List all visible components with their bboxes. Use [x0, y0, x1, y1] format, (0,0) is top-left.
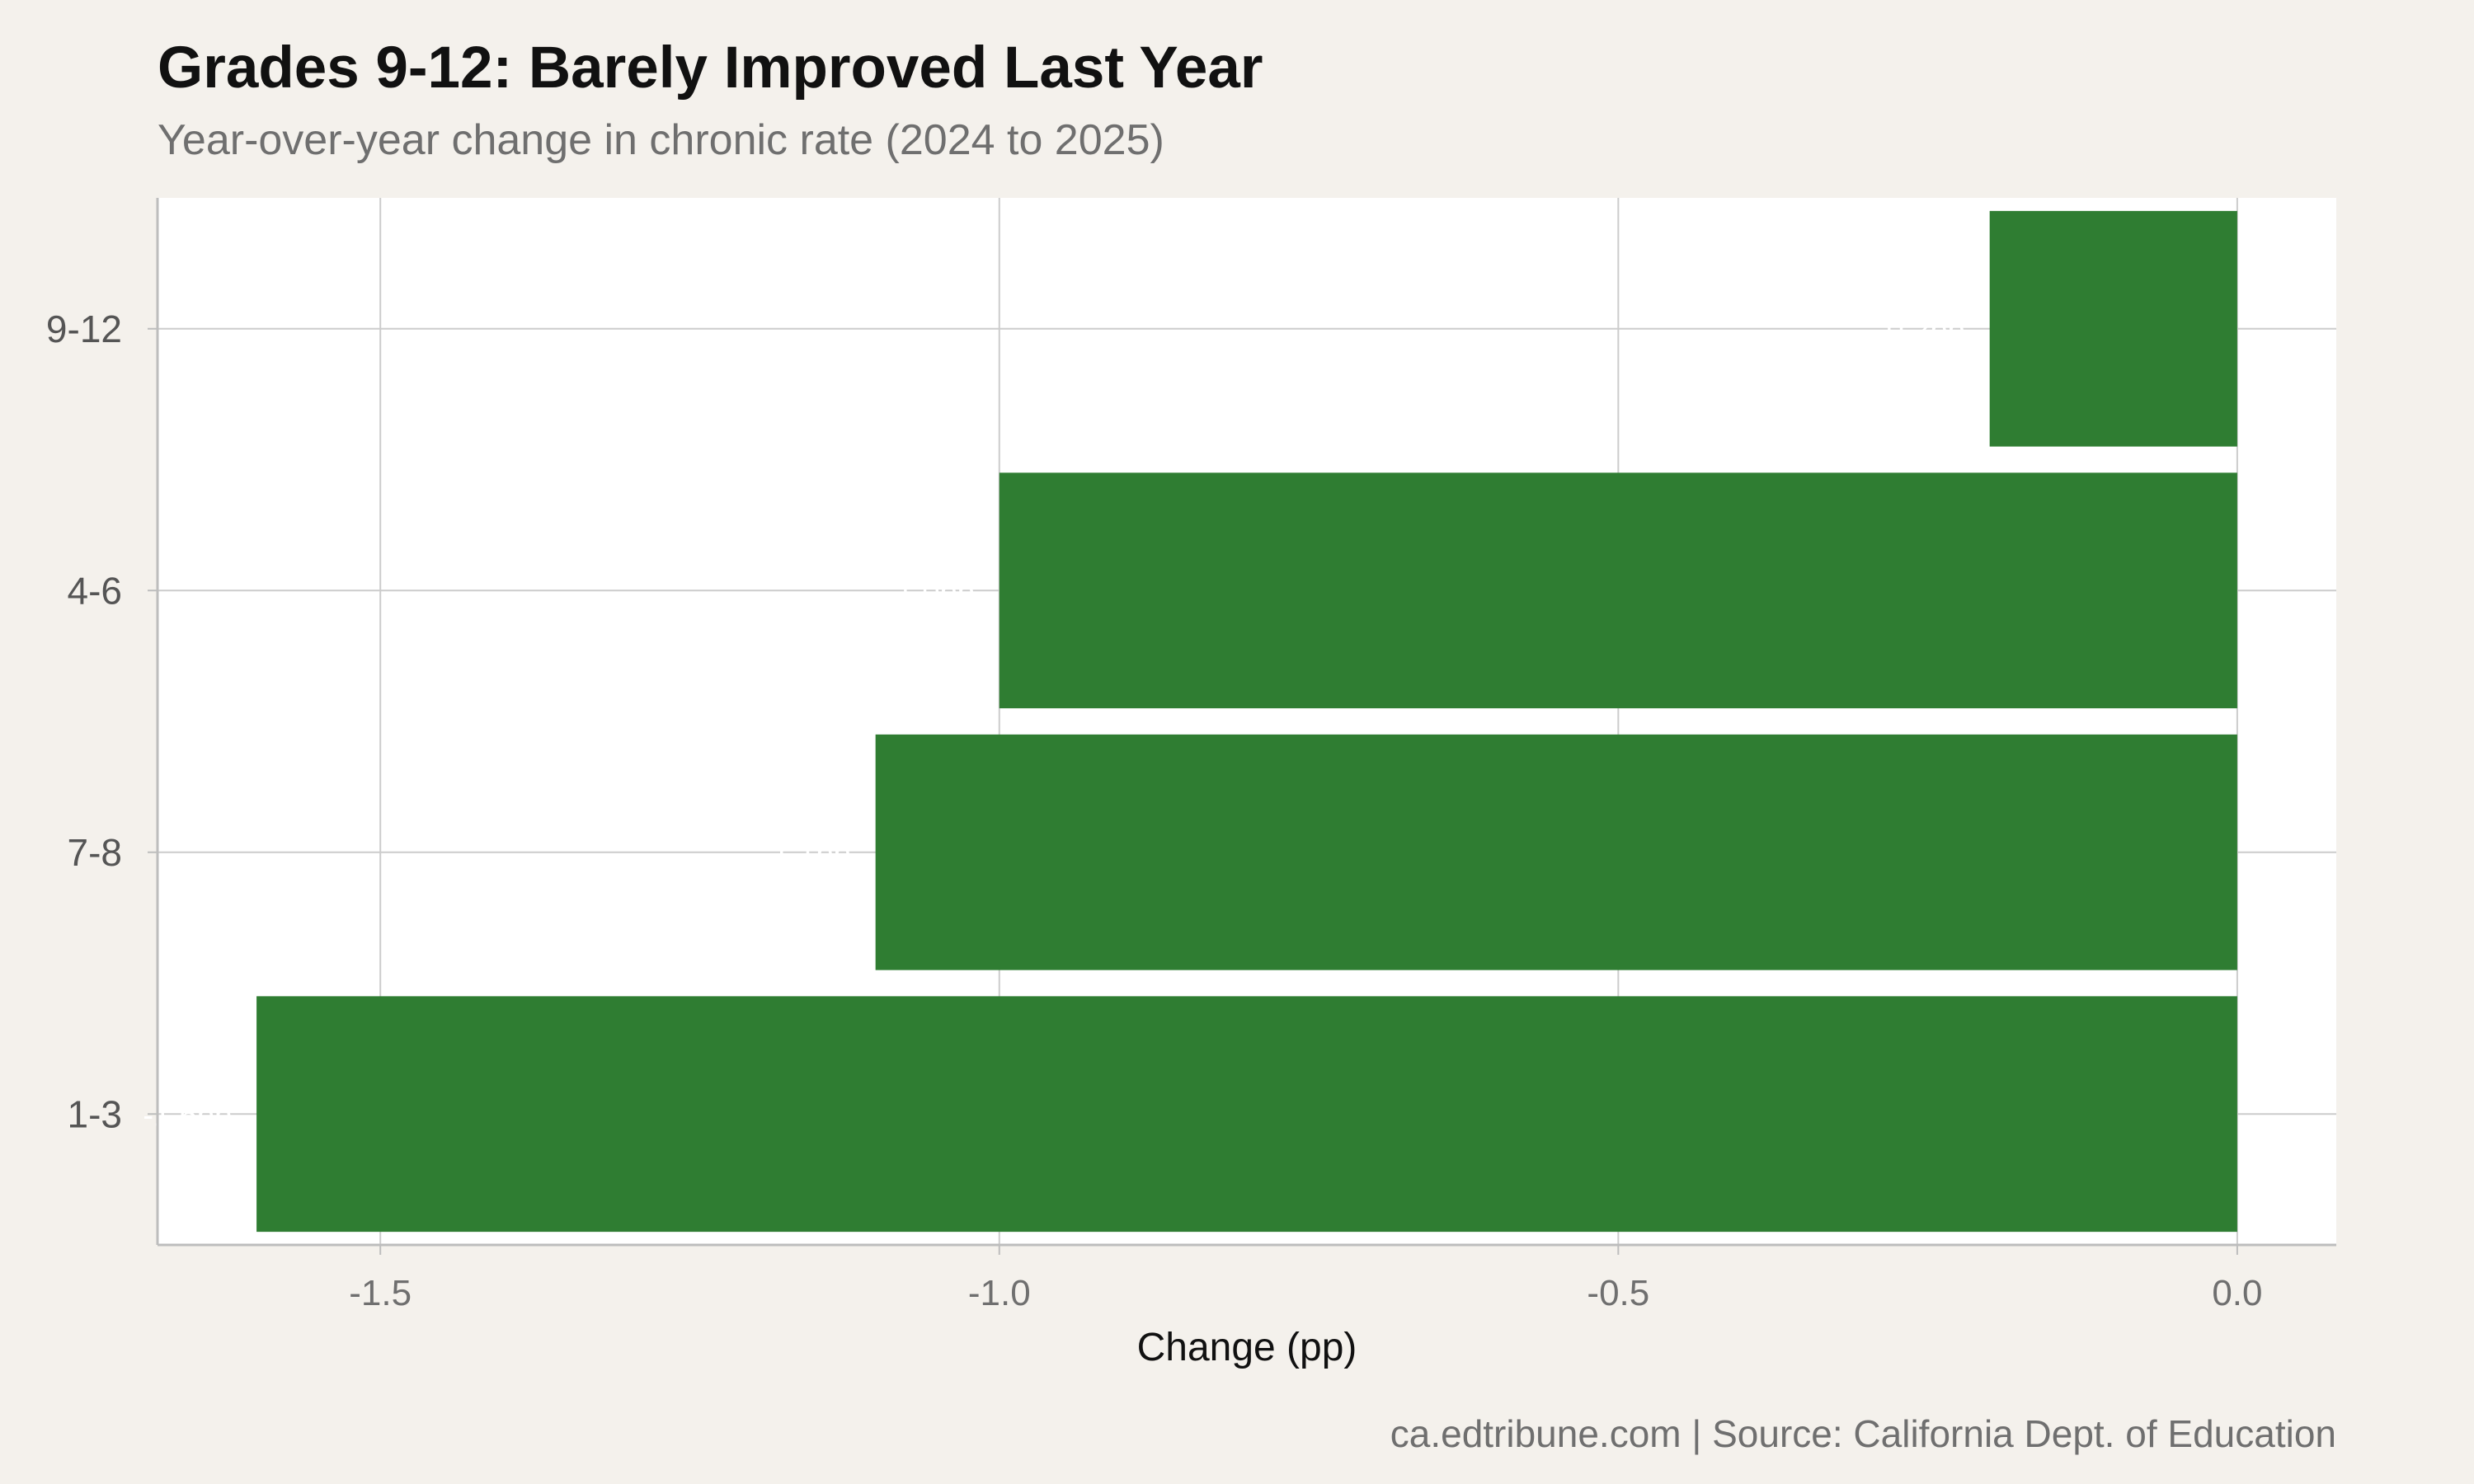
axes: [156, 198, 2336, 1247]
chart-caption: ca.edtribune.com | Source: California De…: [1390, 1412, 2336, 1455]
bar: [1989, 210, 2237, 447]
x-tick-label: 0.0: [2212, 1273, 2262, 1313]
bar-value-label: -1.1pp: [762, 837, 851, 871]
x-tick-label: -1.5: [349, 1273, 412, 1313]
bar-value-label: -1.0pp: [886, 575, 975, 609]
x-tick-label: -1.0: [968, 1273, 1031, 1313]
y-tick-label: 9-12: [46, 308, 122, 350]
y-tick-label: 4-6: [68, 569, 122, 612]
x-tick-label: -0.5: [1587, 1273, 1649, 1313]
bar: [256, 996, 2237, 1233]
y-tick-label: 7-8: [68, 831, 122, 874]
bar: [875, 734, 2237, 970]
bar: [999, 472, 2237, 709]
chart-title: Grades 9-12: Barely Improved Last Year: [158, 35, 1263, 101]
chart-subtitle: Year-over-year change in chronic rate (2…: [158, 116, 1164, 164]
bars: [256, 210, 2237, 1233]
tick-labels: -1.5 -1.0 -0.5 0.0 9-12 4-6 7-8 1-3: [46, 308, 2263, 1313]
y-tick-label: 1-3: [68, 1092, 122, 1135]
x-axis-title: Change (pp): [1137, 1326, 1357, 1369]
bar-value-label: -0.2pp: [1876, 313, 1965, 348]
